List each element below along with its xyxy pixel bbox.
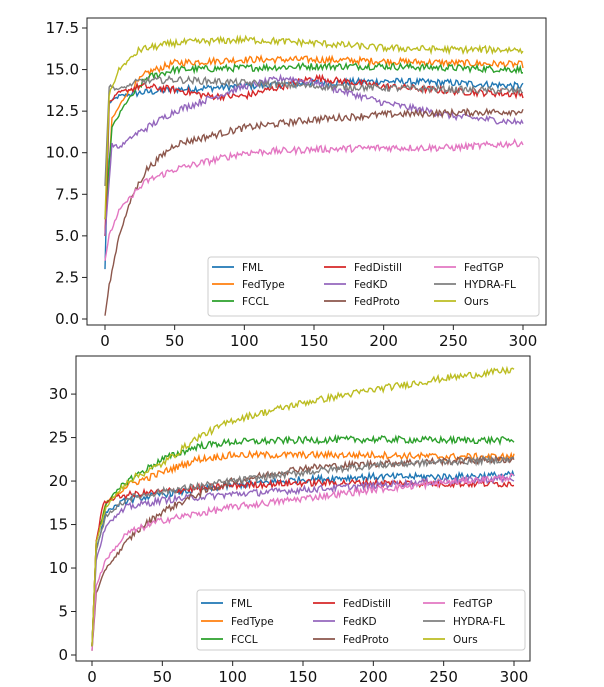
legend: FML FedType FCCL FedDistill FedKD FedProto Fed… bbox=[196, 589, 526, 651]
y-tick-label: 15 bbox=[49, 516, 68, 534]
legend-label: FedType bbox=[242, 279, 285, 291]
legend-label: FedKD bbox=[343, 616, 377, 628]
y-tick-label: 5.0 bbox=[55, 227, 79, 245]
y-tick-label: 5 bbox=[58, 603, 68, 621]
legend: FML FedType FCCL FedDistill FedKD FedProto Fed… bbox=[207, 256, 540, 317]
series-line-fedtype bbox=[104, 54, 524, 236]
legend-label: FedDistill bbox=[354, 262, 402, 274]
y-tick-label: 10 bbox=[49, 559, 68, 577]
y-tick-label: 17.5 bbox=[46, 19, 79, 37]
x-tick-label: 50 bbox=[153, 668, 172, 686]
legend-label: HYDRA-FL bbox=[453, 616, 505, 628]
y-tick-label: 2.5 bbox=[55, 268, 79, 286]
series-line-fml bbox=[104, 76, 524, 270]
y-tick-label: 15.0 bbox=[46, 61, 79, 79]
y-tick-label: 12.5 bbox=[46, 102, 79, 120]
series-line-fedproto bbox=[104, 107, 524, 316]
x-tick-label: 300 bbox=[509, 332, 538, 350]
series-line-fccl bbox=[91, 433, 515, 647]
series-line-feddistill bbox=[91, 477, 515, 647]
y-tick-label: 25 bbox=[49, 429, 68, 447]
legend-label: FedTGP bbox=[453, 598, 492, 610]
legend-label: FedType bbox=[231, 616, 274, 628]
x-tick-label: 100 bbox=[230, 332, 259, 350]
legend-label: FedProto bbox=[354, 296, 400, 308]
series-line-hydra-fl bbox=[104, 74, 524, 186]
x-tick-label: 250 bbox=[439, 332, 468, 350]
legend-label: FedProto bbox=[343, 634, 389, 646]
legend-label: HYDRA-FL bbox=[464, 279, 516, 291]
legend-label: Ours bbox=[453, 634, 478, 646]
legend-box bbox=[207, 256, 540, 317]
legend-box bbox=[196, 589, 526, 651]
series-line-ours bbox=[91, 365, 515, 647]
legend-label: FML bbox=[242, 262, 263, 274]
x-tick-label: 150 bbox=[289, 668, 318, 686]
x-tick-label: 0 bbox=[87, 668, 97, 686]
x-tick-label: 150 bbox=[300, 332, 329, 350]
y-tick-label: 0 bbox=[58, 646, 68, 664]
y-tick-label: 30 bbox=[49, 385, 68, 403]
series-line-ours bbox=[104, 34, 524, 220]
series-line-fedtgp bbox=[91, 472, 515, 651]
x-tick-label: 200 bbox=[359, 668, 388, 686]
series-line-fedkd bbox=[104, 73, 524, 236]
legend-label: FML bbox=[231, 598, 252, 610]
legend-label: FedTGP bbox=[464, 262, 503, 274]
series-line-fedtgp bbox=[104, 138, 524, 261]
series-line-hydra-fl bbox=[91, 454, 515, 647]
legend-label: FedDistill bbox=[343, 598, 391, 610]
x-tick-label: 50 bbox=[165, 332, 184, 350]
y-tick-label: 7.5 bbox=[55, 185, 79, 203]
series-line-fedproto bbox=[91, 454, 515, 651]
legend-label: FCCL bbox=[242, 296, 269, 308]
x-tick-label: 0 bbox=[100, 332, 110, 350]
x-tick-label: 200 bbox=[369, 332, 398, 350]
x-tick-label: 300 bbox=[500, 668, 529, 686]
y-tick-label: 10.0 bbox=[46, 144, 79, 162]
chart-2: 0 50 100 150 200 250 300 0 5 10 15 20 25 30 FML FedType… bbox=[49, 355, 531, 686]
legend-label: FedKD bbox=[354, 279, 388, 291]
plot-frame bbox=[86, 17, 547, 326]
x-tick-label: 100 bbox=[218, 668, 247, 686]
series-line-fccl bbox=[104, 61, 524, 220]
series-line-feddistill bbox=[104, 73, 524, 236]
y-tick-label: 20 bbox=[49, 472, 68, 490]
chart-1: 0 50 100 150 200 250 300 0.0 2.5 5.0 7.5 10.0 12.5 15… bbox=[46, 17, 547, 350]
y-tick-label: 0.0 bbox=[55, 310, 79, 328]
legend-label: FCCL bbox=[231, 634, 258, 646]
x-tick-label: 250 bbox=[429, 668, 458, 686]
legend-label: Ours bbox=[464, 296, 489, 308]
